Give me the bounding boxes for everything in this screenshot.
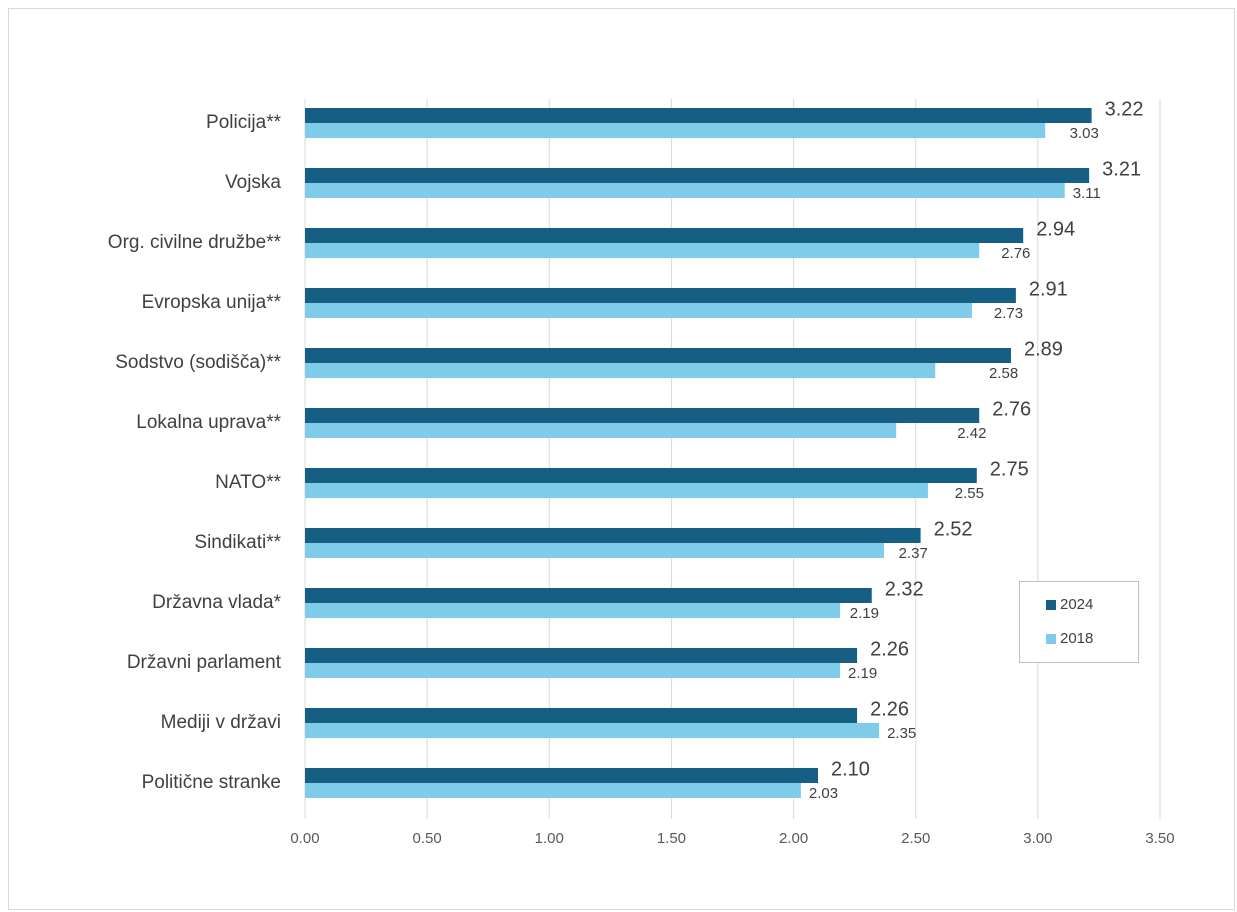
category-label-7: Sindikati** <box>194 532 281 553</box>
bar-2018-5 <box>305 423 897 438</box>
data-label-2024-6: 2.75 <box>990 458 1029 480</box>
bar-2018-0 <box>305 123 1046 138</box>
data-label-2018-7: 2.37 <box>899 545 928 562</box>
legend-item-2024: 2024 <box>1046 596 1093 613</box>
data-label-2024-3: 2.91 <box>1029 278 1068 300</box>
data-label-2024-1: 3.21 <box>1102 158 1141 180</box>
data-label-2024-2: 2.94 <box>1036 218 1075 240</box>
category-label-6: NATO** <box>215 472 281 493</box>
bar-2024-11 <box>305 768 818 783</box>
bar-2024-6 <box>305 468 977 483</box>
bar-2018-3 <box>305 303 972 318</box>
bar-2024-7 <box>305 528 921 543</box>
x-tick-label-3.50: 3.50 <box>1145 830 1174 847</box>
bar-2018-6 <box>305 483 928 498</box>
legend-label-2018: 2018 <box>1060 630 1094 647</box>
data-label-2018-11: 2.03 <box>809 785 838 802</box>
data-label-2024-0: 3.22 <box>1105 98 1144 120</box>
bar-2018-2 <box>305 243 980 258</box>
category-label-5: Lokalna uprava** <box>136 412 281 433</box>
data-label-2018-1: 3.11 <box>1073 185 1101 202</box>
bar-2024-0 <box>305 108 1092 123</box>
bar-2018-8 <box>305 603 840 618</box>
x-tick-label-0.50: 0.50 <box>413 830 442 847</box>
data-label-2018-2: 2.76 <box>1001 245 1030 262</box>
category-label-1: Vojska <box>225 172 281 193</box>
data-label-2018-10: 2.35 <box>887 725 916 742</box>
bar-2024-4 <box>305 348 1011 363</box>
category-label-10: Mediji v državi <box>161 712 281 733</box>
data-label-2018-4: 2.58 <box>989 365 1018 382</box>
category-labels: Policija** Vojska Org. civilne družbe** Evr… <box>108 112 282 793</box>
bar-2024-5 <box>305 408 980 423</box>
data-label-2024-10: 2.26 <box>870 698 909 720</box>
x-tick-label-2.50: 2.50 <box>901 830 930 847</box>
chart-frame: 3.22 3.03 3.21 3.11 2.94 2.76 2.91 2.73 2.89 2.58… <box>8 8 1235 910</box>
bar-2024-1 <box>305 168 1090 183</box>
data-labels: 3.22 3.033.213.11 2.94 2.76 2.91 2.732.89 2.58… <box>809 98 1144 802</box>
x-tick-label-2.00: 2.00 <box>779 830 808 847</box>
category-label-4: Sodstvo (sodišča)** <box>115 352 281 373</box>
category-label-2: Org. civilne družbe** <box>108 232 282 253</box>
x-tick-label-3.00: 3.00 <box>1023 830 1052 847</box>
bar-2024-2 <box>305 228 1024 243</box>
data-label-2018-9: 2.19 <box>848 665 877 682</box>
bar-2018-7 <box>305 543 884 558</box>
bar-2018-9 <box>305 663 840 678</box>
legend-item-2018: 2018 <box>1046 630 1093 647</box>
legend: 2024 2018 <box>1019 581 1139 663</box>
gridlines <box>304 99 1161 819</box>
bar-2018-10 <box>305 723 880 738</box>
bar-2018-11 <box>305 783 801 798</box>
x-tick-label-1.00: 1.00 <box>535 830 564 847</box>
data-label-2024-11: 2.10 <box>831 758 870 780</box>
data-label-2018-3: 2.73 <box>994 305 1023 322</box>
category-label-0: Policija** <box>206 112 282 133</box>
bar-2018-4 <box>305 363 936 378</box>
bar-2018-1 <box>305 183 1065 198</box>
data-label-2018-5: 2.42 <box>957 425 986 442</box>
category-label-8: Državna vlada* <box>152 592 281 613</box>
data-label-2018-6: 2.55 <box>955 485 984 502</box>
x-axis-tick-labels: 0.00 0.50 1.00 1.50 2.00 2.50 3.00 3.50 <box>290 830 1174 847</box>
data-label-2024-7: 2.52 <box>934 518 973 540</box>
x-tick-label-0.00: 0.00 <box>290 830 319 847</box>
legend-swatch-2024 <box>1046 599 1056 610</box>
category-label-3: Evropska unija** <box>142 292 282 313</box>
bar-chart: 3.22 3.033.213.11 2.94 2.76 2.91 2.732.89 2.58… <box>108 98 1175 847</box>
category-label-9: Državni parlament <box>127 652 282 673</box>
bar-2024-3 <box>305 288 1016 303</box>
legend-label-2024: 2024 <box>1060 596 1094 613</box>
bars <box>305 108 1092 798</box>
data-label-2024-5: 2.76 <box>992 398 1031 420</box>
bar-2024-8 <box>305 588 872 603</box>
x-tick-label-1.50: 1.50 <box>657 830 686 847</box>
data-label-2018-0: 3.03 <box>1070 125 1099 142</box>
bar-2024-10 <box>305 708 858 723</box>
data-label-2024-8: 2.32 <box>885 578 924 600</box>
data-label-2018-8: 2.19 <box>850 605 879 622</box>
bar-2024-9 <box>305 648 858 663</box>
data-label-2024-9: 2.26 <box>870 638 909 660</box>
data-label-2024-4: 2.89 <box>1024 338 1063 360</box>
category-label-11: Politične stranke <box>142 772 281 793</box>
legend-swatch-2018 <box>1046 633 1056 644</box>
